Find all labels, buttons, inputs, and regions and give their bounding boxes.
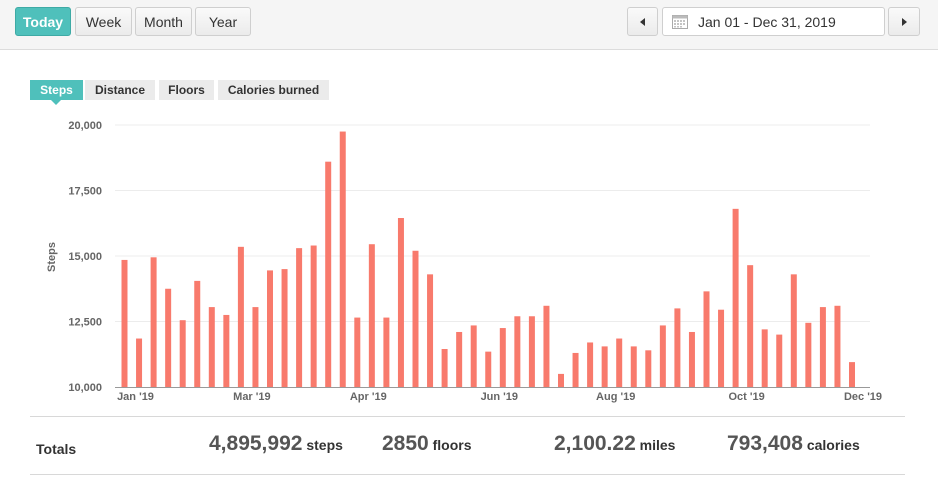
bar: [427, 274, 434, 387]
bar: [397, 218, 404, 387]
active-tab-caret: [51, 100, 61, 105]
tab-floors[interactable]: Floors: [159, 80, 214, 100]
bar: [558, 373, 564, 387]
bar: [121, 259, 128, 387]
bar: [645, 350, 652, 387]
bar: [412, 250, 419, 387]
bar: [237, 246, 244, 387]
bar: [136, 338, 143, 387]
total-steps: 4,895,992 steps: [209, 432, 343, 456]
bar: [688, 331, 695, 387]
bar: [776, 334, 783, 387]
next-range-button[interactable]: [888, 7, 920, 36]
tab-calories-burned[interactable]: Calories burned: [218, 80, 329, 100]
toolbar: Today Week Month Year Jan 01 - Dec 31, 2…: [0, 0, 938, 50]
total-miles: 2,100.22 miles: [554, 432, 675, 456]
total-steps-value: 4,895,992: [209, 432, 303, 455]
total-floors: 2850 floors: [382, 432, 472, 456]
tab-steps[interactable]: Steps: [30, 80, 83, 100]
bar: [441, 349, 448, 387]
calendar-icon: [672, 14, 688, 29]
bar: [630, 346, 637, 387]
date-range-text: Jan 01 - Dec 31, 2019: [698, 13, 836, 30]
total-floors-value: 2850: [382, 432, 429, 455]
y-axis-label: Steps: [46, 242, 58, 272]
today-button[interactable]: Today: [15, 7, 71, 36]
steps-bar-chart: 10,000 12,500 15,000 17,500 20,000 Steps Jan '…: [46, 120, 882, 403]
bar: [616, 338, 623, 387]
bar: [485, 351, 492, 387]
totals-label: Totals: [36, 441, 77, 457]
bar: [805, 322, 812, 387]
tab-distance[interactable]: Distance: [85, 80, 155, 100]
bar: [732, 208, 739, 387]
bar: [499, 328, 506, 387]
bar: [267, 270, 273, 387]
date-range-picker[interactable]: Jan 01 - Dec 31, 2019: [662, 7, 885, 36]
bar: [194, 280, 201, 387]
bar: [543, 305, 550, 387]
totals-bottom-divider: [30, 474, 905, 475]
month-button[interactable]: Month: [135, 7, 192, 36]
caret-right-icon: [902, 17, 907, 26]
y-tick-label: 15,000: [68, 251, 102, 263]
bar: [223, 314, 230, 387]
bar: [252, 307, 259, 387]
total-miles-unit: miles: [639, 437, 676, 453]
previous-range-button[interactable]: [627, 7, 658, 36]
bar: [456, 331, 463, 387]
total-floors-unit: floors: [432, 437, 472, 453]
x-tick-label: Jan '19: [117, 391, 154, 403]
week-button[interactable]: Week: [75, 7, 132, 36]
bar: [368, 244, 375, 387]
y-tick-label: 10,000: [68, 382, 102, 394]
bar: [354, 317, 361, 387]
bar: [819, 307, 826, 387]
bar: [383, 317, 390, 387]
bar: [165, 288, 172, 387]
bar: [587, 342, 594, 387]
bar: [834, 305, 841, 387]
bar: [849, 362, 855, 387]
x-tick-label: Oct '19: [728, 391, 764, 403]
total-calories: 793,408 calories: [727, 432, 860, 456]
bar: [601, 346, 608, 387]
bar: [339, 131, 346, 387]
year-button[interactable]: Year: [195, 7, 251, 36]
bar: [659, 325, 666, 387]
bar: [208, 307, 215, 387]
bar: [790, 274, 797, 387]
x-tick-label: Jun '19: [481, 391, 518, 403]
bar: [296, 248, 303, 387]
x-tick-label: Mar '19: [233, 391, 270, 403]
total-calories-value: 793,408: [727, 432, 803, 455]
bar: [718, 309, 725, 387]
caret-left-icon: [639, 17, 645, 26]
bar: [528, 316, 535, 387]
bar: [674, 308, 681, 387]
x-tick-label: Dec '19: [844, 391, 882, 403]
bar: [703, 291, 710, 387]
total-steps-unit: steps: [306, 437, 343, 453]
bar: [325, 161, 332, 387]
bar: [747, 265, 754, 387]
bar: [514, 316, 521, 387]
bar: [572, 352, 579, 387]
x-tick-label: Aug '19: [596, 391, 635, 403]
y-tick-label: 12,500: [68, 317, 102, 329]
bar: [761, 329, 768, 387]
x-tick-label: Apr '19: [350, 391, 387, 403]
y-tick-label: 17,500: [68, 186, 102, 198]
bar: [470, 325, 477, 387]
bar: [310, 245, 317, 387]
totals-top-divider: [30, 416, 905, 417]
y-tick-label: 20,000: [68, 120, 102, 132]
bar: [179, 320, 186, 387]
bar: [281, 269, 288, 387]
total-calories-unit: calories: [806, 437, 860, 453]
bar: [150, 257, 157, 387]
total-miles-value: 2,100.22: [554, 432, 636, 455]
